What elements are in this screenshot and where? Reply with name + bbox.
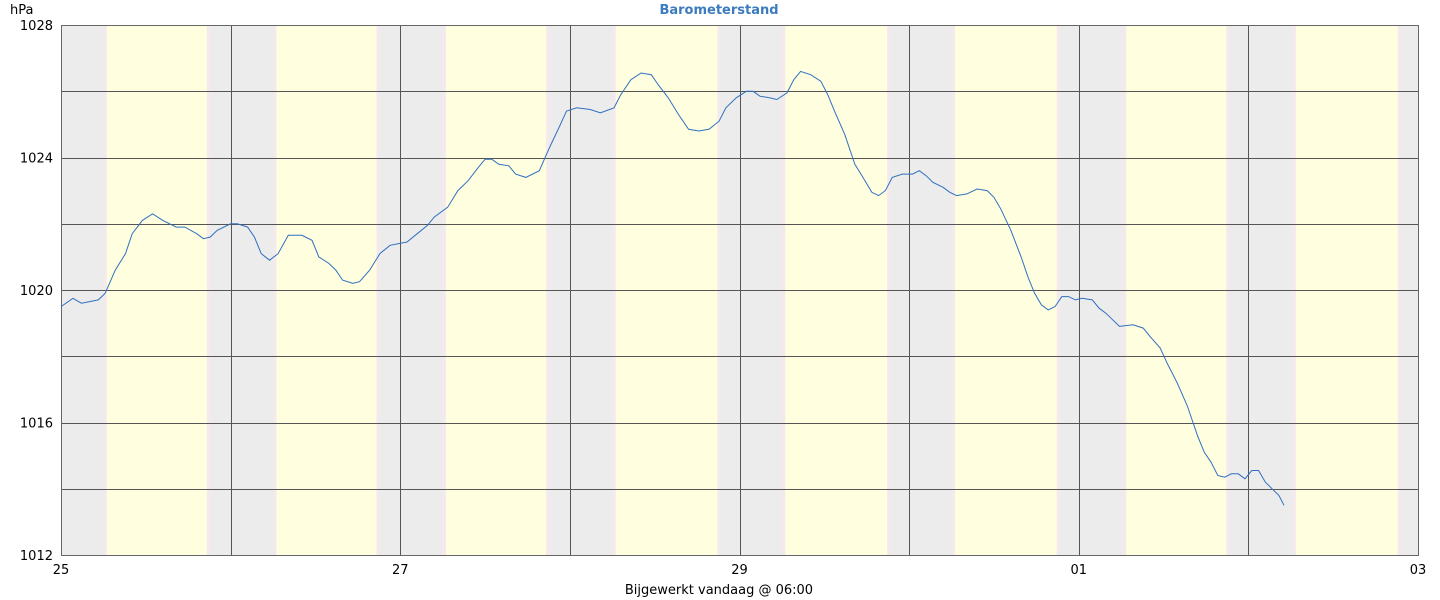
y-tick-label: 1020 (20, 284, 53, 299)
updated-footer: Bijgewerkt vandaag @ 06:00 (625, 583, 813, 598)
x-tick-label: 25 (53, 563, 70, 578)
gridlines (61, 25, 1418, 555)
y-tick-label: 1024 (20, 152, 53, 167)
y-axis-ticks: 1012 1016 1020 1024 1028 (20, 19, 53, 564)
y-axis-unit: hPa (10, 3, 33, 18)
plot-frame (61, 25, 1419, 556)
x-axis-ticks: 25 27 29 01 03 (53, 563, 1427, 578)
series-line-pressure (60, 70, 1285, 506)
y-tick-label: 1012 (20, 549, 53, 564)
y-tick-label: 1016 (20, 417, 53, 432)
y-tick-label: 1028 (20, 19, 53, 34)
x-tick-label: 03 (1410, 563, 1427, 578)
chart-title: Barometerstand (659, 3, 778, 18)
x-tick-label: 29 (731, 563, 748, 578)
series-layer (60, 70, 1285, 506)
x-tick-label: 27 (392, 563, 409, 578)
x-tick-label: 01 (1070, 563, 1087, 578)
